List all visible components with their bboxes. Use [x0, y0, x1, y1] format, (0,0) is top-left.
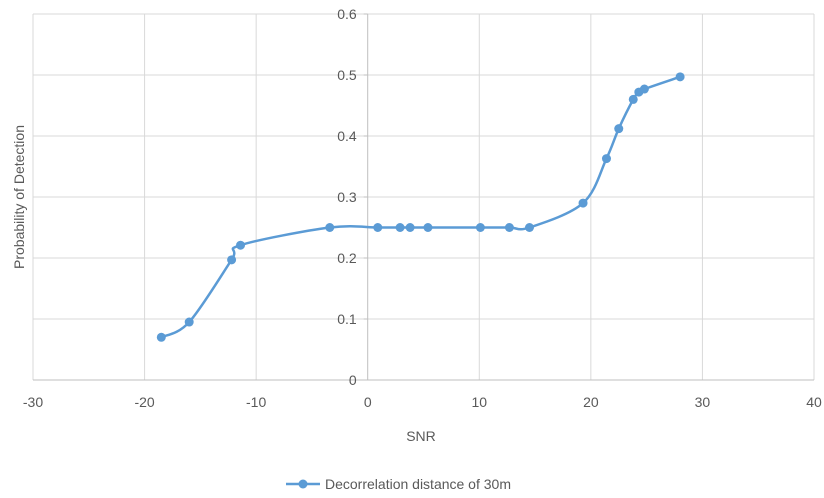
x-tick-label: 0	[364, 394, 372, 410]
y-tick-label: 0.2	[337, 250, 357, 266]
y-tick-label: 0.5	[337, 67, 357, 83]
series-line	[160, 75, 682, 339]
data-point	[614, 124, 624, 134]
x-tick-label: 10	[471, 394, 487, 410]
series-layer	[156, 72, 685, 342]
data-point	[423, 223, 433, 232]
data-point	[628, 94, 638, 104]
data-point	[675, 72, 685, 82]
data-point	[578, 198, 588, 208]
data-point	[156, 332, 166, 342]
data-point	[373, 223, 383, 232]
data-point	[504, 223, 514, 232]
y-tick-label: 0.6	[337, 6, 357, 22]
y-tick-label: 0.1	[337, 311, 357, 327]
y-axis-label: Probability of Detection	[11, 125, 27, 269]
legend: Decorrelation distance of 30m	[286, 476, 511, 492]
x-axis-label: SNR	[406, 428, 436, 444]
data-point	[325, 223, 335, 232]
y-tick-label: 0.4	[337, 128, 357, 144]
x-tick-label: 20	[583, 394, 599, 410]
axis-labels: SNR Probability of Detection	[11, 125, 436, 444]
data-point	[475, 223, 485, 232]
data-point	[524, 223, 534, 232]
data-point	[227, 255, 237, 265]
x-tick-label: 30	[695, 394, 711, 410]
data-point	[236, 240, 246, 250]
data-point	[639, 84, 649, 94]
legend-series-label: Decorrelation distance of 30m	[325, 476, 511, 492]
y-tick-label: 0.3	[337, 189, 357, 205]
data-point	[395, 223, 405, 232]
grid	[32, 13, 815, 380]
tick-labels: -30 -20 -10 0 10 20 30 40 0 0.1 0.2 0.3 0.4 0.5 0.6	[23, 6, 822, 410]
data-point	[184, 317, 194, 327]
axes	[33, 13, 814, 381]
legend-point-marker	[298, 479, 308, 489]
x-tick-label: -10	[246, 394, 266, 410]
y-tick-label: 0	[349, 372, 357, 388]
data-point	[405, 223, 415, 232]
x-tick-label: 40	[806, 394, 822, 410]
data-point	[601, 154, 611, 164]
x-tick-label: -30	[23, 394, 43, 410]
x-tick-label: -20	[134, 394, 154, 410]
